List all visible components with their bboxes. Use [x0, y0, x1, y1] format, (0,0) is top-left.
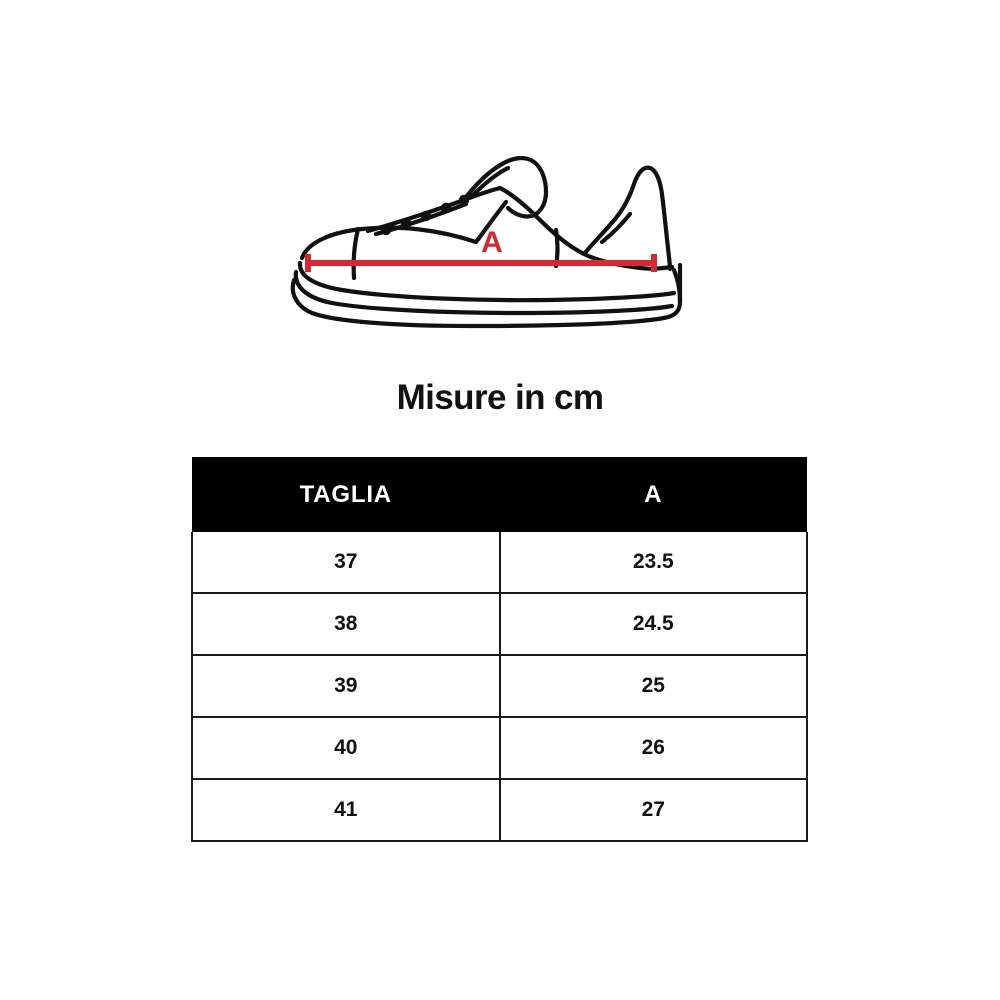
table-row: 39 25: [191, 654, 808, 718]
cell-taglia: 39: [191, 654, 501, 718]
cell-taglia: 41: [191, 778, 501, 842]
table-header: TAGLIA A: [192, 457, 807, 532]
cell-taglia: 40: [191, 716, 501, 780]
lace-eyelets-icon: [380, 194, 470, 236]
table-row: 38 24.5: [191, 592, 808, 656]
cell-a: 25: [498, 654, 808, 718]
page-title: Misure in cm: [396, 378, 604, 417]
table-row: 40 26: [191, 716, 808, 780]
cell-taglia: 37: [191, 532, 501, 594]
cell-a: 24.5: [498, 592, 808, 656]
cell-a: 23.5: [498, 532, 808, 594]
table-row: 41 27: [191, 778, 808, 842]
measurement-label-a: A: [481, 226, 503, 259]
cell-taglia: 38: [191, 592, 501, 656]
table-header-row: TAGLIA A: [192, 457, 807, 532]
size-table-container: TAGLIA A 37 23.5 38 24.5 39 25 40: [191, 457, 808, 842]
cell-a: 26: [498, 716, 808, 780]
measurement-line-endcaps: [305, 254, 657, 272]
table-body: 37 23.5 38 24.5 39 25 40 26 41 27: [191, 532, 808, 842]
table-row: 37 23.5: [191, 532, 808, 594]
column-header-taglia: TAGLIA: [192, 457, 500, 532]
cell-a: 27: [498, 778, 808, 842]
shoe-diagram: A: [250, 130, 750, 350]
size-table: TAGLIA A 37 23.5 38 24.5 39 25 40: [191, 457, 808, 842]
column-header-a: A: [499, 457, 807, 532]
